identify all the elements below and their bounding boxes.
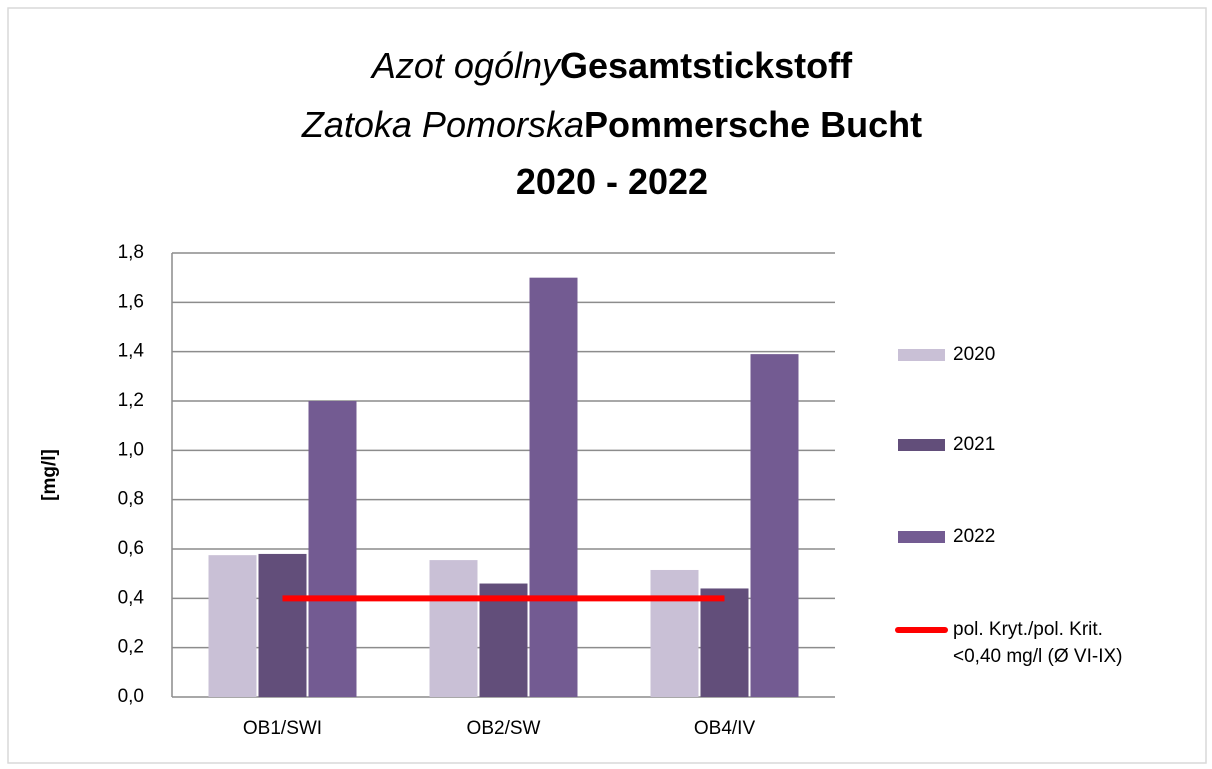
- chart-title: 2020 - 2022: [516, 161, 708, 202]
- bar: [208, 555, 257, 697]
- y-tick-label: 1,6: [118, 291, 144, 312]
- title-regular: Gesamtstickstoff: [560, 45, 853, 86]
- bar: [258, 553, 307, 697]
- bar: [308, 401, 357, 697]
- x-tick-label: OB1/SWI: [243, 718, 322, 739]
- frame: [7, 7, 1207, 764]
- chart-title: Azot ogólnyGesamtstickstoff: [370, 45, 853, 86]
- y-tick-label: 1,8: [118, 242, 144, 263]
- y-tick-label: 0,8: [118, 489, 144, 510]
- legend-label: 2021: [953, 434, 996, 455]
- y-tick-label: 0,0: [118, 686, 144, 707]
- legend-label: pol. Kryt./pol. Krit. <0,40 mg/l (Ø VI-I…: [953, 619, 1123, 667]
- bar: [479, 583, 528, 697]
- title-regular: 2020 - 2022: [516, 161, 708, 202]
- bar: [529, 277, 578, 697]
- bar: [700, 588, 749, 697]
- title-regular: Pommersche Bucht: [584, 104, 922, 145]
- legend-swatch: [898, 439, 945, 451]
- x-tick-label: OB2/SW: [467, 718, 541, 739]
- y-tick-label: 0,2: [118, 637, 144, 658]
- y-tick-label: 0,4: [118, 587, 145, 608]
- title-italic: Azot ogólny: [370, 45, 562, 86]
- y-tick-label: 1,2: [118, 390, 144, 411]
- y-tick-label: 1,0: [118, 439, 144, 460]
- legend-swatch: [898, 349, 945, 361]
- legend-label: 2020: [953, 344, 996, 365]
- x-tick-label: OB4/IV: [694, 718, 756, 739]
- y-tick-label: 1,4: [118, 341, 145, 362]
- title-italic: Zatoka Pomorska: [301, 104, 584, 145]
- y-tick-label: 0,6: [118, 538, 144, 559]
- legend-swatch: [898, 531, 945, 543]
- bar: [650, 569, 699, 697]
- bar: [750, 354, 799, 697]
- y-axis-label: [mg/l]: [39, 449, 60, 501]
- legend-label: 2022: [953, 526, 996, 547]
- chart-title: Zatoka PomorskaPommersche Bucht: [301, 104, 922, 145]
- bar: [429, 560, 478, 697]
